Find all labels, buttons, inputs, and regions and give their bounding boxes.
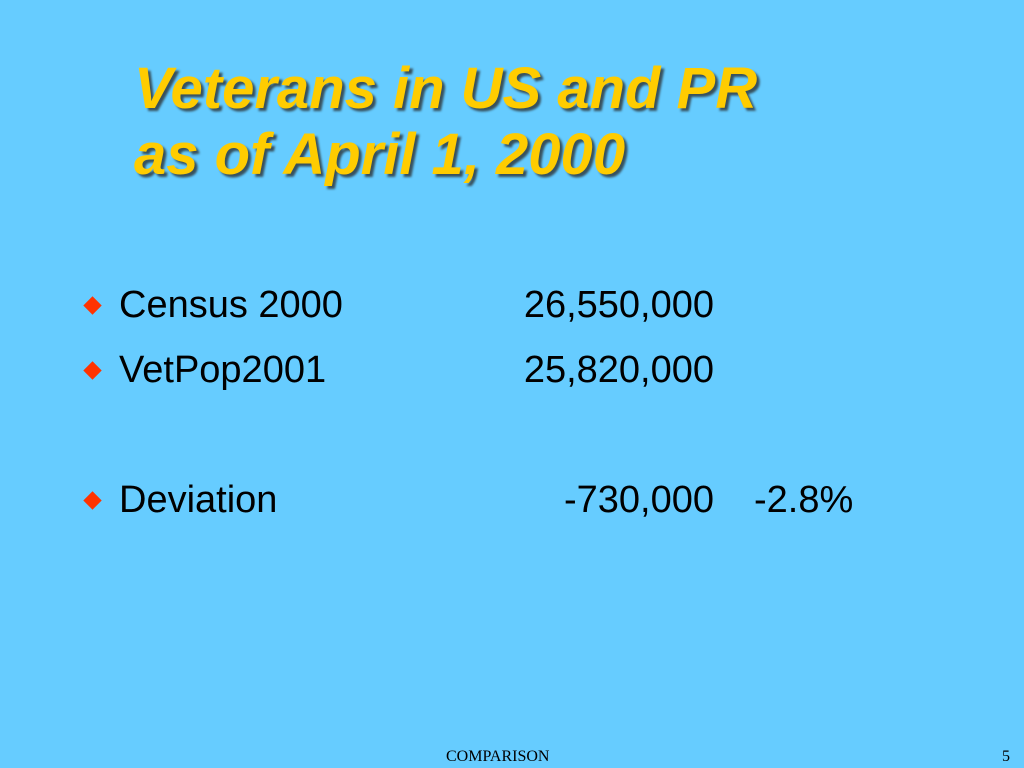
slide-title: Veterans in US and PR as of April 1, 200… [134, 56, 757, 188]
bullet-item-vetpop: VetPop2001 25,820,000 [82, 345, 982, 395]
bullet-item-census: Census 2000 26,550,000 [82, 280, 982, 330]
bullet-list: Census 2000 26,550,000 VetPop2001 25,820… [82, 0, 982, 768]
bullet-value: -730,000 [563, 479, 714, 521]
diamond-bullet-icon [83, 296, 102, 315]
bullet-item-deviation: Deviation -730,000 -2.8% [82, 475, 982, 525]
bullet-value: 25,820,000 [523, 349, 714, 391]
title-line-2: as of April 1, 2000 [134, 122, 626, 187]
diamond-bullet-icon [83, 491, 102, 510]
bullet-label: Deviation [119, 479, 278, 521]
diamond-bullet-icon [83, 361, 102, 380]
bullet-value: 26,550,000 [523, 284, 714, 326]
bullet-label: Census 2000 [119, 284, 343, 326]
bullet-percentage: -2.8% [754, 479, 854, 521]
page-number: 5 [1002, 748, 1010, 765]
footer-label: COMPARISON [446, 748, 550, 765]
bullet-label: VetPop2001 [119, 349, 327, 391]
title-line-1: Veterans in US and PR [134, 56, 758, 121]
